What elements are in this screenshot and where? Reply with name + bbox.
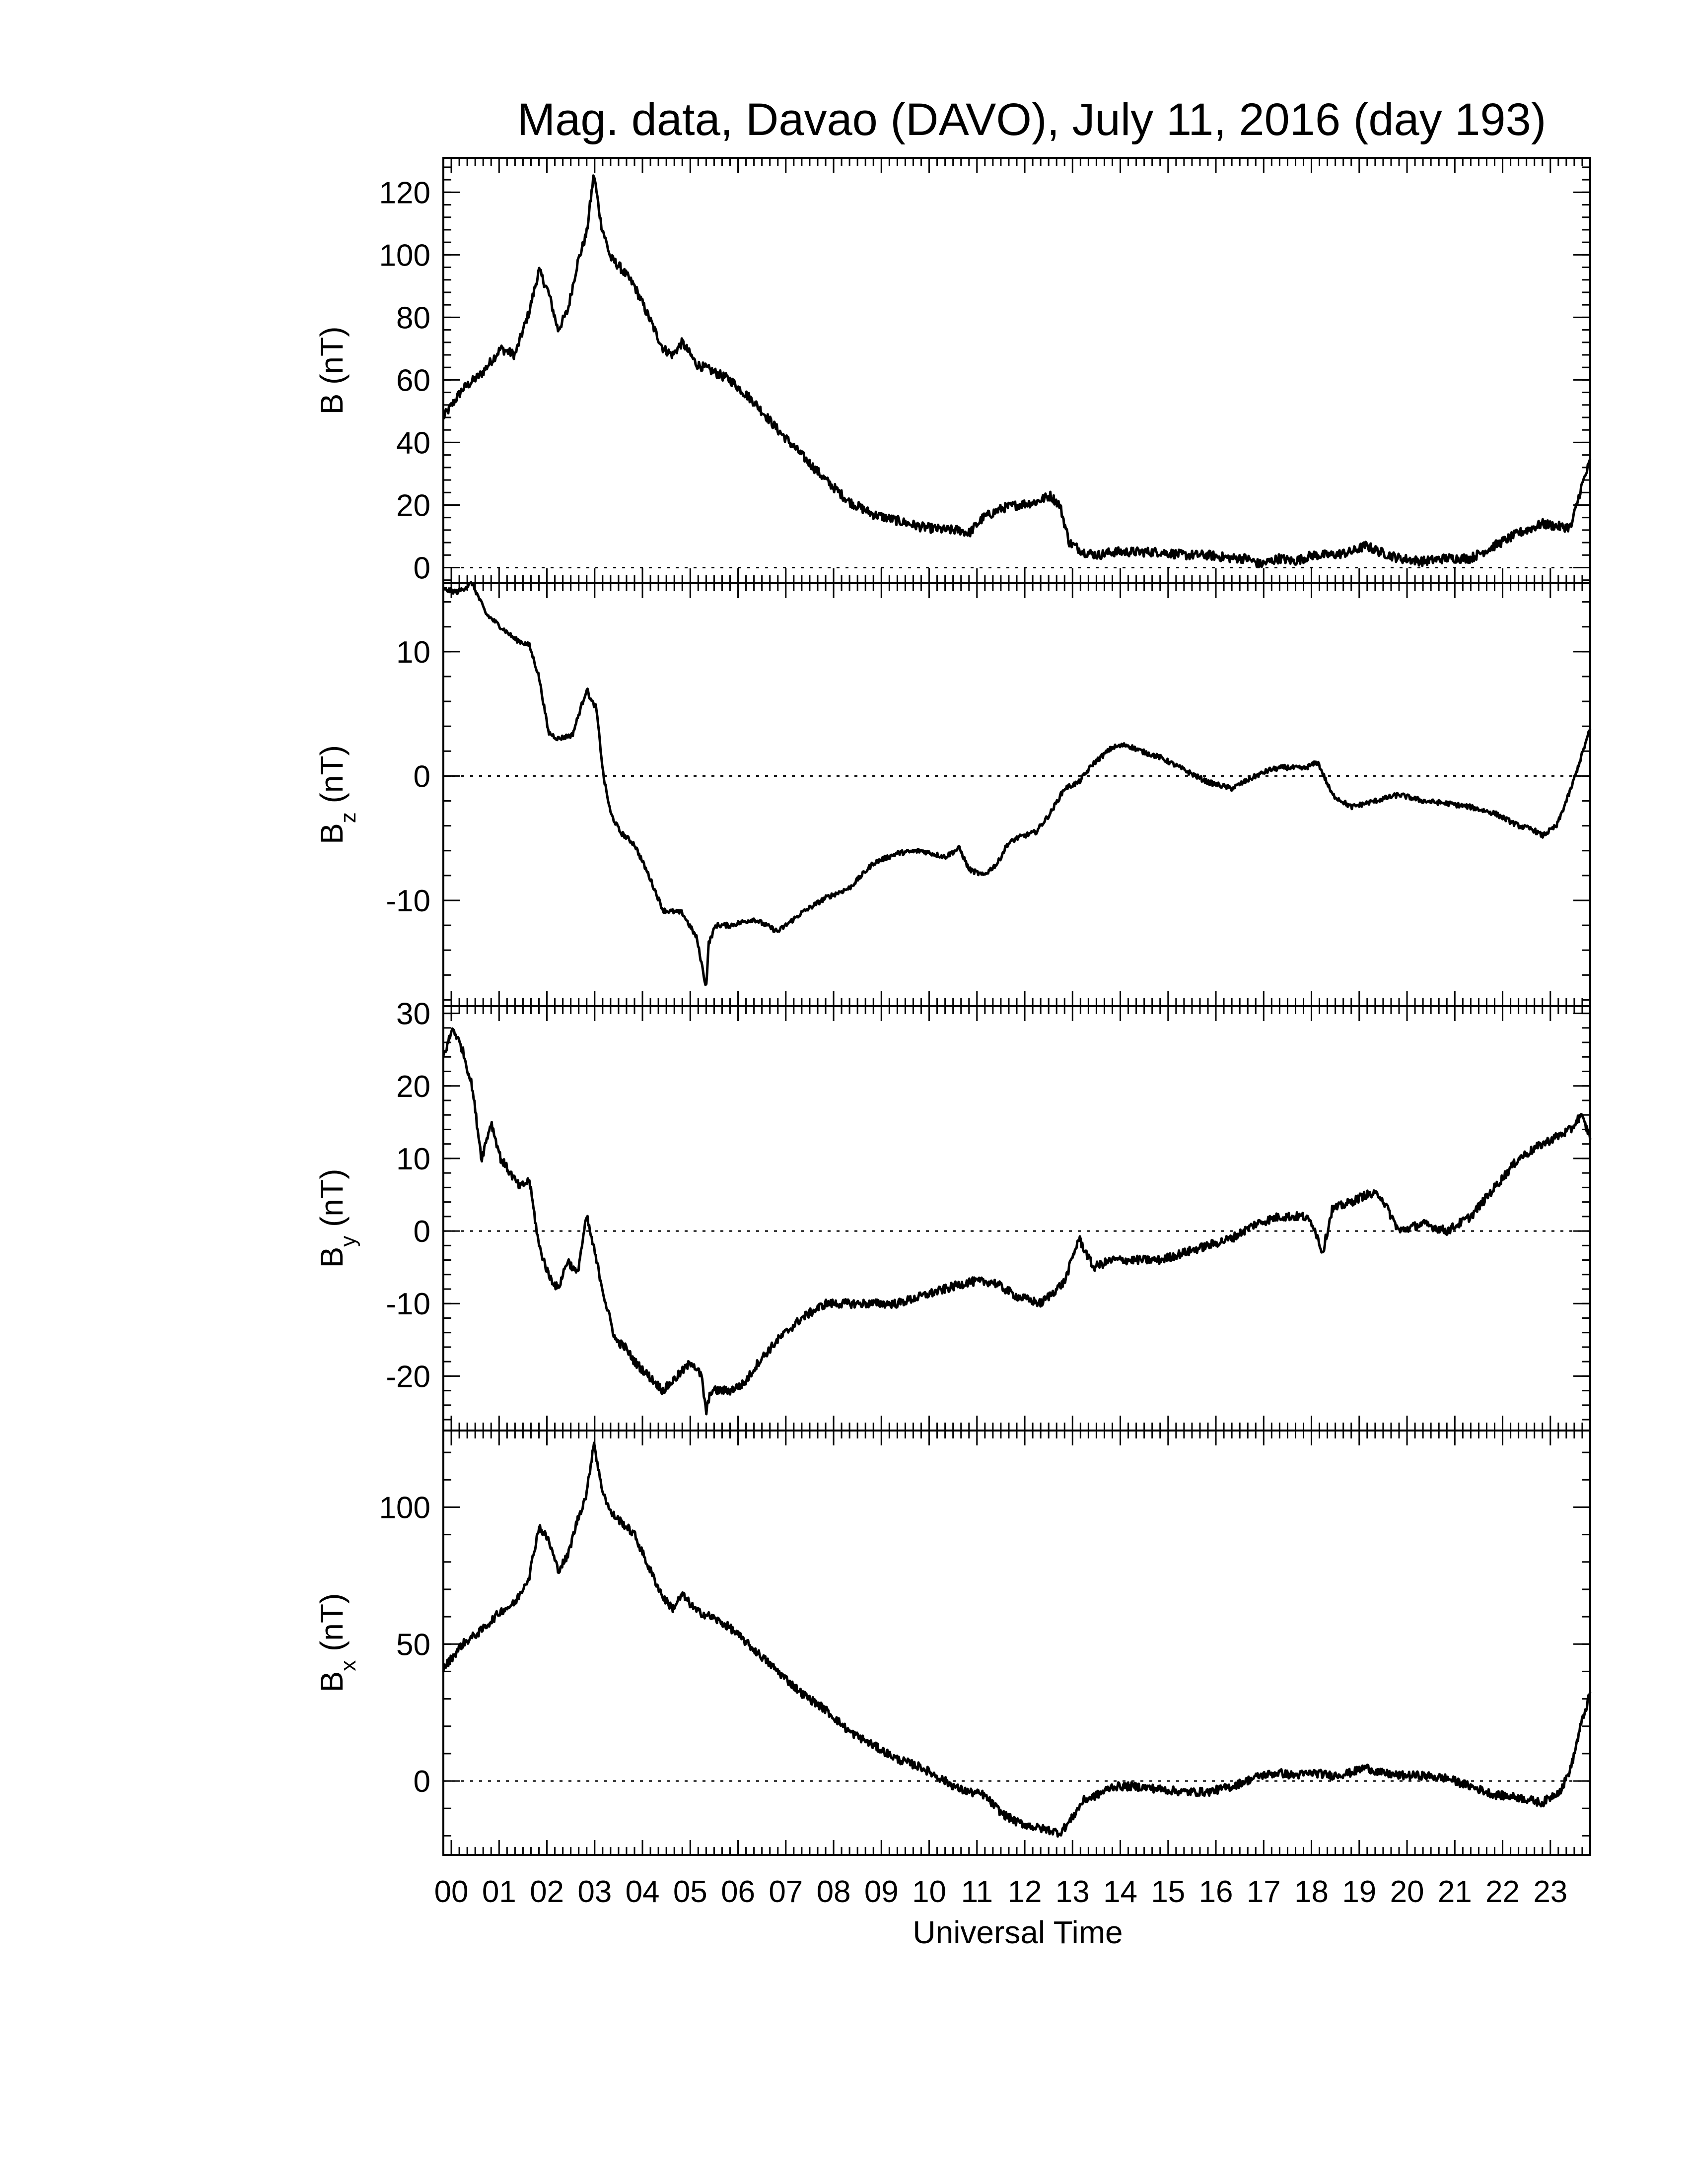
panel-b: 0 20 40 60 80 100 120 B (nT) (314, 157, 1592, 585)
panel-bx-y-tick-label: 50 (396, 1628, 430, 1662)
panel-by-y-axis-label: By (nT) (314, 1169, 360, 1268)
panel-bz: -10 0 10 Bz (nT) (314, 581, 1592, 1007)
x-tick-label: 15 (1151, 1875, 1185, 1909)
x-tick-label: 09 (864, 1875, 899, 1909)
x-axis-tick-labels: 00 01 02 03 04 05 06 07 08 09 10 11 12 13 14 15 16 17 18 19… (434, 1875, 1568, 1909)
panel-b-y-axis-label: B (nT) (314, 327, 350, 415)
x-tick-label: 18 (1294, 1875, 1329, 1909)
panel-b-y-tick-label: 120 (379, 176, 430, 210)
panel-bz-y-tick-label: -10 (386, 884, 430, 918)
x-axis-label: Universal Time (913, 1914, 1123, 1950)
x-tick-label: 06 (721, 1875, 755, 1909)
x-tick-label: 01 (482, 1875, 516, 1909)
panel-bx-y-tick-label: 0 (414, 1765, 430, 1799)
x-tick-label: 12 (1008, 1875, 1042, 1909)
x-tick-label: 08 (817, 1875, 851, 1909)
panel-bz-series-line (442, 581, 1592, 986)
panel-by-y-tick-label: 20 (396, 1070, 430, 1104)
panel-b-y-tick-label: 100 (379, 238, 430, 273)
x-tick-label: 21 (1438, 1875, 1472, 1909)
panel-bz-y-axis-label: Bz (nT) (314, 745, 360, 844)
x-tick-label: 13 (1055, 1875, 1090, 1909)
x-tick-label: 20 (1390, 1875, 1424, 1909)
panel-by-y-tick-label: -10 (386, 1287, 430, 1321)
panel-bx-series-line (442, 1441, 1592, 1838)
panel-b-frame (442, 157, 1591, 584)
panel-by-series-line (442, 1027, 1592, 1416)
panel-b-y-tick-label: 60 (396, 363, 430, 398)
panel-b-y-tick-label: 20 (396, 488, 430, 523)
panel-bz-y-axis: -10 0 10 (386, 601, 1590, 1001)
panel-bz-y-tick-label: 0 (414, 759, 430, 794)
x-tick-label: 16 (1199, 1875, 1233, 1909)
x-tick-label: 10 (912, 1875, 946, 1909)
panel-bx-y-axis-label: Bx (nT) (314, 1593, 360, 1693)
x-tick-label: 19 (1342, 1875, 1376, 1909)
panel-bx: 0 50 100 Bx (nT) (314, 1430, 1592, 1856)
x-tick-label: 22 (1485, 1875, 1520, 1909)
x-tick-label: 17 (1247, 1875, 1281, 1909)
panel-by-y-tick-label: -20 (386, 1360, 430, 1394)
panel-bx-frame (442, 1430, 1591, 1856)
x-tick-label: 11 (961, 1875, 993, 1909)
x-tick-label: 00 (434, 1875, 469, 1909)
x-tick-label: 04 (626, 1875, 660, 1909)
panel-b-y-tick-label: 40 (396, 426, 430, 460)
panel-bx-y-axis: 0 50 100 (379, 1451, 1590, 1837)
panel-by-y-axis: -20 -10 0 10 20 30 (386, 997, 1590, 1421)
panel-bz-frame (442, 582, 1591, 1007)
panel-b-series-line (442, 174, 1592, 568)
x-tick-label: 23 (1533, 1875, 1567, 1909)
panel-by-y-tick-label: 0 (414, 1215, 430, 1249)
x-tick-label: 07 (769, 1875, 803, 1909)
panel-by-x-ticks (442, 1006, 1591, 1431)
panel-by-y-tick-label: 30 (396, 997, 430, 1031)
panel-bz-x-ticks (442, 583, 1591, 1006)
panel-bx-x-ticks (442, 1431, 1591, 1855)
x-tick-label: 05 (673, 1875, 707, 1909)
panel-by: -20 -10 0 10 20 30 By (nT) (314, 997, 1592, 1432)
panel-b-y-tick-label: 80 (396, 301, 430, 335)
panel-b-y-tick-label: 0 (414, 551, 430, 585)
x-tick-label: 02 (530, 1875, 564, 1909)
panel-b-y-axis: 0 20 40 60 80 100 120 (379, 166, 1590, 585)
panel-by-y-tick-label: 10 (396, 1142, 430, 1176)
panel-bz-y-tick-label: 10 (396, 635, 430, 670)
panel-b-x-ticks (442, 158, 1591, 583)
x-tick-label: 14 (1103, 1875, 1137, 1909)
chart-title: Mag. data, Davao (DAVO), July 11, 2016 (… (517, 94, 1547, 145)
panel-bx-y-tick-label: 100 (379, 1491, 430, 1525)
x-tick-label: 03 (577, 1875, 612, 1909)
panel-by-frame (442, 1005, 1591, 1432)
